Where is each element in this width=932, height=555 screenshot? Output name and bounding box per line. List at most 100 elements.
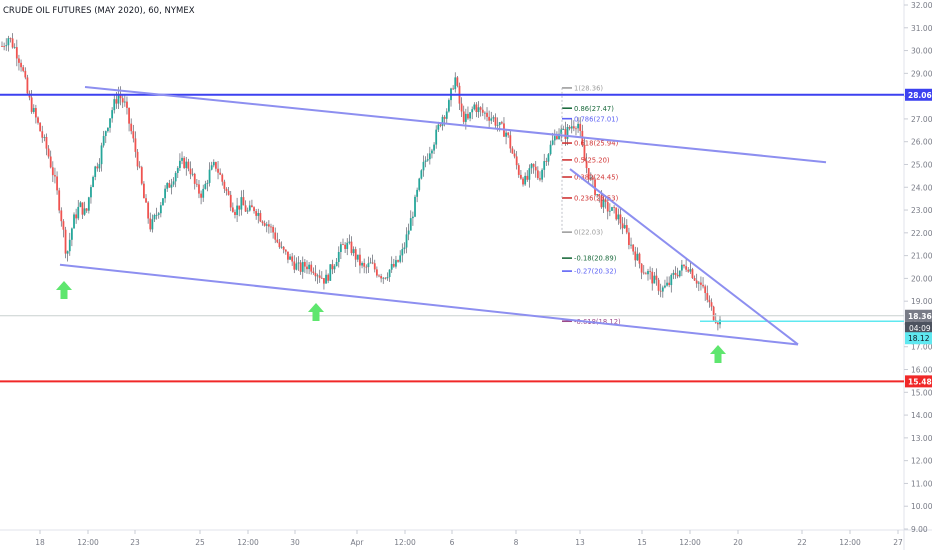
candle-body bbox=[623, 225, 626, 229]
candle-body bbox=[390, 263, 393, 270]
candle-body bbox=[83, 208, 86, 215]
candle-body bbox=[697, 282, 700, 284]
fib-level-label: 1(28.36) bbox=[574, 85, 603, 93]
candle-body bbox=[337, 251, 340, 262]
candle-body bbox=[47, 148, 50, 157]
candle-body bbox=[301, 262, 304, 272]
candle-body bbox=[263, 223, 266, 226]
candle-body bbox=[528, 168, 531, 180]
candle-body bbox=[399, 255, 402, 262]
candle-body bbox=[659, 290, 662, 292]
candle-body bbox=[276, 239, 279, 243]
candle-body bbox=[100, 145, 103, 165]
candle-body bbox=[352, 249, 355, 254]
y-tick-label: 30.00 bbox=[911, 47, 932, 56]
candle-body bbox=[708, 299, 711, 303]
candle-body bbox=[401, 249, 404, 256]
candle-body bbox=[77, 206, 80, 219]
candle-body bbox=[181, 157, 183, 161]
candle-body bbox=[628, 232, 630, 246]
candle-body bbox=[585, 160, 588, 169]
candle-body bbox=[229, 194, 232, 208]
candle-body bbox=[272, 226, 275, 233]
candle-body bbox=[405, 234, 408, 248]
candle-body bbox=[634, 251, 637, 261]
candle-body bbox=[143, 183, 145, 199]
upper-channel-line[interactable] bbox=[84, 86, 827, 164]
y-tick-label: 16.00 bbox=[911, 366, 932, 375]
candle-body bbox=[509, 135, 512, 149]
candle-body bbox=[572, 126, 575, 129]
candle-body bbox=[619, 214, 622, 224]
candle-body bbox=[422, 161, 425, 171]
candle-body bbox=[562, 129, 565, 130]
candle-body bbox=[437, 124, 440, 130]
candle-body bbox=[291, 256, 294, 262]
candle-body bbox=[439, 124, 442, 126]
candle-body bbox=[583, 145, 586, 161]
candle-body bbox=[613, 207, 616, 208]
y-tick-label: 32.00 bbox=[911, 1, 932, 10]
candle-body bbox=[22, 67, 25, 71]
candle-body bbox=[280, 246, 283, 248]
candle-body bbox=[712, 306, 715, 321]
candle-body bbox=[674, 272, 677, 275]
candle-body bbox=[293, 261, 296, 270]
candle-body bbox=[672, 272, 675, 275]
y-tick-label: 20.00 bbox=[911, 274, 932, 283]
falling-trendline[interactable] bbox=[569, 168, 799, 346]
candle-body bbox=[30, 97, 33, 112]
candle-body bbox=[189, 168, 192, 175]
candle-body bbox=[24, 70, 27, 78]
candle-body bbox=[221, 174, 224, 182]
candle-body bbox=[435, 129, 438, 145]
fib-level-label: 0.382(24.45) bbox=[574, 174, 619, 182]
candle-body bbox=[428, 153, 431, 160]
candle-body bbox=[265, 224, 268, 226]
candle-body bbox=[395, 260, 397, 267]
candle-body bbox=[522, 178, 524, 185]
candle-body bbox=[316, 275, 319, 277]
time-axis[interactable]: 18 12:00 23 25 12:00 30 Apr 12:00 6 8 13 15 12:00 20 2… bbox=[35, 530, 903, 547]
y-tick-label: 26.00 bbox=[911, 138, 932, 147]
candle-body bbox=[331, 264, 334, 270]
fib-level-label: -0.27(20.32) bbox=[574, 268, 617, 276]
x-tick-label: 6 bbox=[450, 538, 455, 547]
x-tick-label: 12:00 bbox=[77, 538, 99, 547]
candle-body bbox=[600, 195, 603, 208]
candle-body bbox=[274, 232, 277, 240]
candle-body bbox=[346, 242, 349, 249]
candle-body bbox=[102, 136, 105, 146]
fib-level-label: 0.86(27.47) bbox=[574, 105, 614, 113]
candle-body bbox=[60, 210, 63, 222]
candle-body bbox=[159, 205, 162, 214]
candle-body bbox=[617, 214, 620, 220]
x-tick-label: Apr bbox=[351, 538, 365, 547]
candle-body bbox=[350, 241, 353, 254]
candle-body bbox=[287, 251, 289, 260]
x-tick-label: 18 bbox=[35, 538, 45, 547]
candle-body bbox=[382, 277, 385, 279]
candle-body bbox=[384, 277, 387, 279]
candle-body bbox=[608, 210, 611, 212]
candle-body bbox=[397, 260, 399, 262]
candle-body bbox=[39, 122, 42, 132]
candle-body bbox=[575, 128, 577, 130]
candle-body bbox=[153, 215, 156, 220]
x-tick-label: 12:00 bbox=[679, 538, 701, 547]
candle-body bbox=[206, 182, 209, 184]
candle-body bbox=[70, 228, 73, 240]
candle-body bbox=[303, 262, 306, 267]
candle-body bbox=[11, 38, 14, 48]
candle-body bbox=[128, 107, 130, 124]
candle-body bbox=[7, 38, 10, 46]
candle-body bbox=[678, 270, 681, 277]
candle-body bbox=[625, 225, 628, 233]
candle-body bbox=[231, 207, 234, 212]
candle-body bbox=[462, 111, 465, 122]
lower-channel-line[interactable] bbox=[59, 263, 799, 346]
candle-body bbox=[34, 108, 37, 118]
